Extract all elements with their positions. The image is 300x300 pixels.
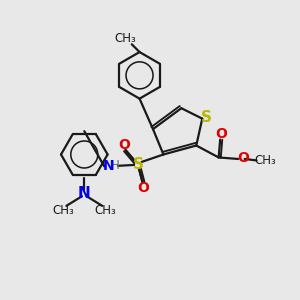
Text: N: N xyxy=(103,159,114,173)
Text: N: N xyxy=(78,186,91,201)
Text: CH₃: CH₃ xyxy=(94,204,116,217)
Text: CH₃: CH₃ xyxy=(114,32,136,45)
Text: CH₃: CH₃ xyxy=(52,204,74,217)
Text: O: O xyxy=(237,152,249,165)
Text: S: S xyxy=(133,158,144,172)
Text: H: H xyxy=(111,159,120,172)
Text: S: S xyxy=(201,110,212,125)
Text: O: O xyxy=(118,138,130,152)
Text: O: O xyxy=(137,181,149,195)
Text: O: O xyxy=(215,127,227,141)
Text: CH₃: CH₃ xyxy=(254,154,276,167)
